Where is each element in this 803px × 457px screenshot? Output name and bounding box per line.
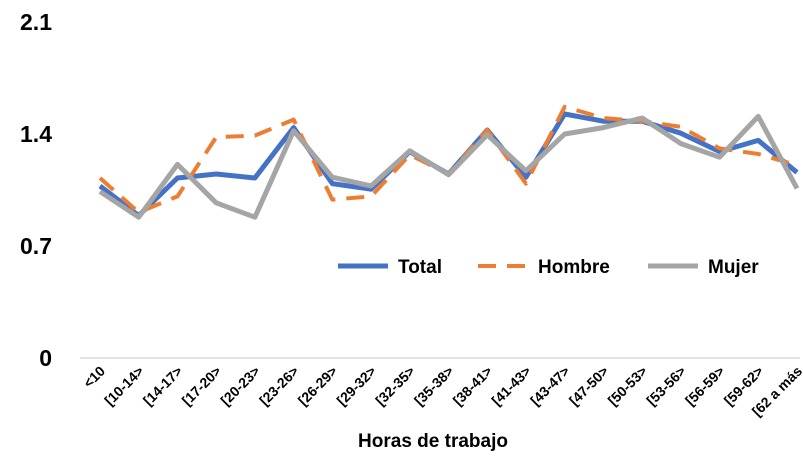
x-axis-title: Horas de trabajo [358,431,508,452]
series-line [98,113,800,220]
legend-label: Mujer [708,257,759,278]
x-tick-label: [50-53> [605,363,651,409]
x-tick-label: [53-56> [643,363,689,409]
x-tick-label: [20-23> [217,363,263,409]
x-tick-label: [35-38> [411,363,457,409]
legend-label: Total [398,257,442,278]
x-tick-label: [43-47> [527,363,573,409]
series-line [98,104,798,215]
x-tick-label: [56-59> [682,363,728,409]
x-tick-label: [41-43> [488,363,534,409]
x-tick-label: [17-20> [179,363,225,409]
y-tick-label: 1.4 [20,121,52,147]
x-tick-label: [47-50> [566,363,612,409]
x-tick-label: [14-17> [140,363,186,409]
x-tick-label: [26-29> [295,363,341,409]
y-tick-label: 2.1 [20,9,52,35]
x-tick-label: [10-14> [101,363,147,409]
y-tick-label: 0 [39,345,52,371]
x-tick-label: [38-41> [450,363,496,409]
legend-label: Hombre [538,257,610,278]
x-tick-label: [23-26> [256,363,302,409]
x-tick-label: [29-32> [333,363,379,409]
y-tick-label: 0.7 [20,233,52,259]
x-tick-label: [32-35> [372,363,418,409]
series-line [98,111,799,219]
x-tick-label: <10 [80,363,108,391]
